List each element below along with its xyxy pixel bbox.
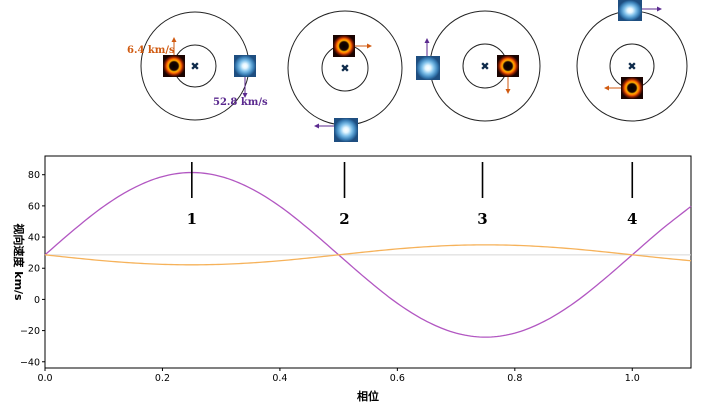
orbit-diagram-phase-3: ✖ — [416, 10, 541, 122]
phase-marker-label-3: 3 — [477, 210, 487, 228]
black-hole-image — [497, 55, 519, 77]
x-axis-label: 相位 — [357, 389, 379, 403]
orbit-diagram-phase-1: ✖ 6.4 km/s 52.8 km/s — [127, 11, 268, 121]
series-line-1 — [44, 171, 692, 338]
y-tick-label: −40 — [20, 357, 40, 368]
black-hole-image — [163, 55, 185, 77]
series-group — [44, 171, 692, 338]
plot-frame — [44, 155, 692, 369]
black-hole-velocity-label: 6.4 km/s — [127, 45, 175, 56]
x-tick-label: 0.8 — [507, 373, 522, 384]
x-tick-label: 1.0 — [625, 373, 640, 384]
center-of-mass-marker: ✖ — [627, 60, 636, 73]
black-hole-image — [333, 35, 355, 57]
phase-marker-label-1: 1 — [187, 210, 197, 228]
center-of-mass-marker: ✖ — [190, 60, 199, 73]
y-tick-label: 60 — [28, 201, 40, 212]
star-image — [334, 118, 358, 142]
x-tick-label: 0.4 — [272, 373, 287, 384]
phase-markers: 1 2 3 4 — [187, 162, 637, 228]
plot-area: 1 2 3 4 0.0 0.2 0.4 0.6 0.8 1.0 −40 −20 0 20 40 60 80 — [20, 155, 692, 384]
series-line-2 — [44, 244, 692, 266]
y-tick-label: −20 — [20, 326, 40, 337]
center-of-mass-marker: ✖ — [480, 60, 489, 73]
x-tick-label: 0.6 — [390, 373, 405, 384]
black-hole-image — [621, 77, 643, 99]
orbit-diagram-phase-2: ✖ — [287, 10, 403, 142]
orbit-diagram-phase-4: ✖ — [576, 0, 688, 122]
y-tick-label: 80 — [28, 170, 40, 181]
phase-marker-label-2: 2 — [339, 210, 349, 228]
y-axis-label: 视向速度 km/s — [12, 223, 26, 301]
phase-marker-label-4: 4 — [627, 210, 637, 228]
y-tick-label: 40 — [28, 233, 40, 244]
star-velocity-label: 52.8 km/s — [213, 97, 268, 108]
star-image — [234, 55, 256, 77]
x-tick-label: 0.2 — [155, 373, 170, 384]
x-axis-ticks: 0.0 0.2 0.4 0.6 0.8 1.0 — [37, 368, 640, 384]
y-axis-ticks: −40 −20 0 20 40 60 80 — [20, 170, 45, 368]
orbit-diagrams: ✖ 6.4 km/s 52.8 km/s ✖ ✖ — [127, 0, 688, 142]
center-of-mass-marker: ✖ — [340, 62, 349, 75]
y-tick-label: 20 — [28, 264, 40, 275]
x-tick-label: 0.0 — [37, 373, 52, 384]
star-image — [618, 0, 642, 21]
star-image — [416, 56, 440, 80]
y-tick-label: 0 — [34, 295, 40, 306]
